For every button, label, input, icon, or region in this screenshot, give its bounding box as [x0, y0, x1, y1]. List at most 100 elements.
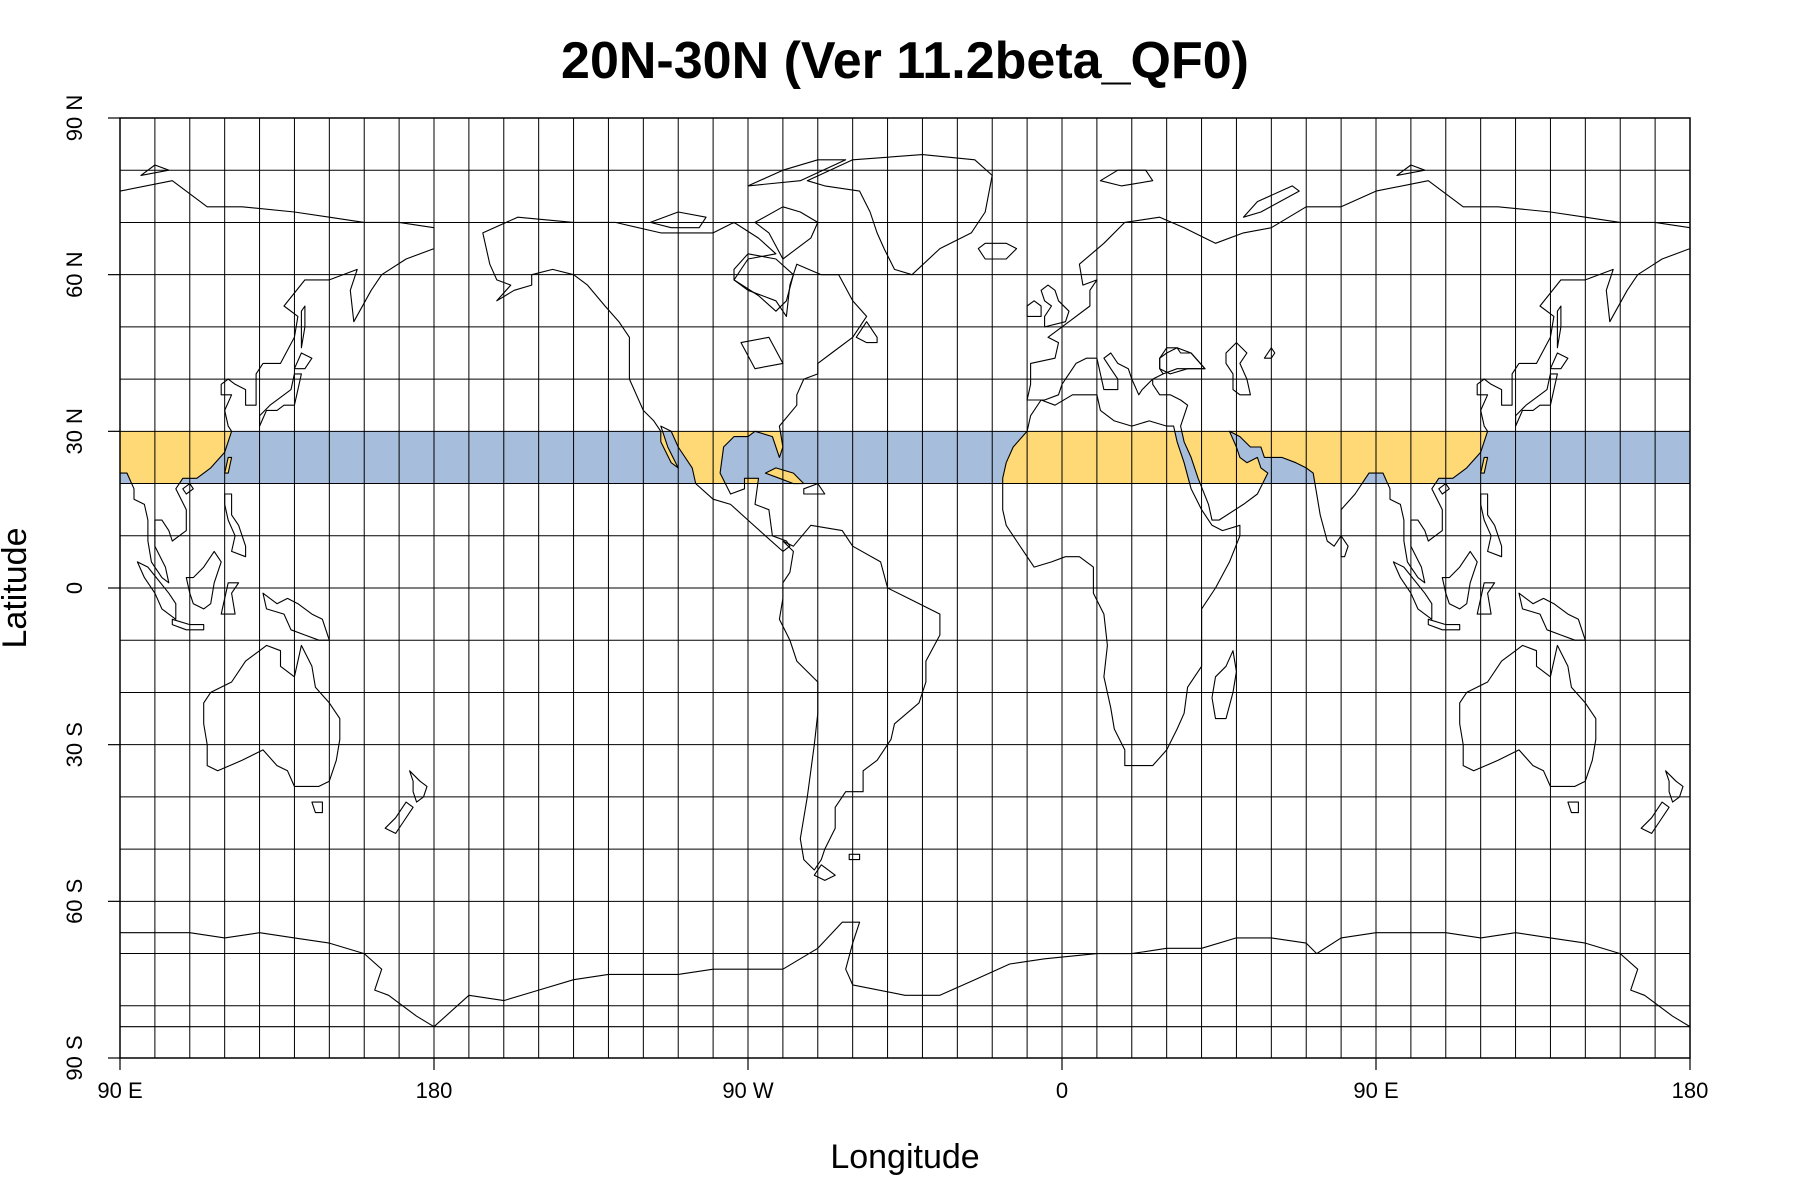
coastline-iceland	[977, 242, 1018, 260]
coastline-newfoundland	[855, 321, 878, 344]
coastline-antarctica	[1689, 1025, 1690, 1028]
coastline-caspian-sea	[1225, 342, 1251, 396]
coastline-north-america	[482, 216, 868, 552]
coastline-new-guinea	[1518, 592, 1586, 641]
coastline-tierra-del-fuego	[813, 864, 836, 881]
coastline-tasmania	[1567, 801, 1579, 814]
coastline-sumatra	[136, 561, 177, 620]
coastline-japan	[1515, 373, 1558, 427]
band-fill-baffin	[755, 207, 818, 259]
coastline-hudson-bay	[733, 253, 794, 312]
band-fill-antarctica	[1690, 922, 1800, 1026]
band-fill-hokkaido	[1550, 353, 1568, 369]
y-tick-label: 90 S	[62, 1035, 87, 1080]
coastline-tasmania	[311, 801, 323, 814]
band-fill-ireland	[1027, 301, 1041, 317]
coastline-hokkaido	[293, 352, 313, 370]
coastline-new-zealand-north	[409, 770, 428, 803]
band-fill-philippines	[1481, 494, 1502, 557]
coastline-new-guinea	[262, 592, 330, 641]
band-fill-svalbard	[1100, 170, 1152, 186]
band-fill-eurasia	[1181, 431, 1488, 483]
coastline-black-sea	[1159, 347, 1206, 375]
coastline-borneo	[185, 550, 222, 610]
band-fill-sri-lanka	[1341, 536, 1348, 557]
latitude-band	[0, 155, 1800, 1026]
x-tick-label: 180	[1672, 1078, 1709, 1103]
coastline-eurasia	[120, 180, 435, 584]
coastline-australia	[203, 644, 341, 787]
coastline-hokkaido	[1549, 352, 1569, 370]
coastline-baffin	[754, 206, 819, 260]
band-fill-new-zealand-north	[1666, 771, 1683, 802]
coastline-hainan	[182, 483, 194, 495]
coastline-north-america	[1739, 217, 1800, 551]
coastline-aral-sea	[8, 348, 18, 358]
y-tick-label: 0	[62, 582, 87, 594]
y-tick-label: 30 S	[62, 722, 87, 767]
band-fill-borneo	[1442, 551, 1477, 609]
x-tick-label: 0	[1056, 1078, 1068, 1103]
band-fill-sri-lanka	[85, 536, 92, 557]
coastline-sri-lanka	[1340, 535, 1349, 558]
coastline-great-lakes	[740, 336, 784, 370]
coastline-taiwan	[224, 456, 233, 474]
x-tick-label: 90 E	[97, 1078, 142, 1103]
band-fill-antarctica	[0, 922, 434, 1026]
band-fill-cuba	[765, 467, 804, 483]
coastline-victoria-island	[649, 211, 707, 229]
coastline-sakhalin	[300, 305, 306, 349]
coastline-java	[1427, 618, 1461, 631]
band-fill-australia	[204, 645, 340, 786]
coastline-africa	[1002, 394, 1241, 767]
x-axis-title: Longitude	[830, 1138, 979, 1176]
coastline-new-zealand-south	[384, 801, 414, 834]
band-fill-australia	[1460, 645, 1596, 786]
coastline-madagascar	[1211, 650, 1237, 720]
coastline-sumatra	[1392, 561, 1433, 620]
coastline-hainan	[1438, 483, 1450, 495]
coastline-antarctica	[433, 921, 1690, 1028]
band-fill-north-america	[660, 431, 783, 483]
band-fill-hokkaido	[294, 353, 312, 369]
coastline-sulawesi	[220, 582, 240, 615]
coastline-cuba	[764, 467, 805, 485]
band-fill-falklands	[849, 854, 859, 859]
coastline-aral-sea	[1263, 347, 1276, 359]
coastline-new-zealand-north	[1665, 770, 1684, 803]
y-tick-label: 90 N	[62, 95, 87, 141]
band-fill-madagascar	[1212, 651, 1236, 719]
coastline-antarctica	[120, 932, 435, 1028]
band-fill-eurasia	[120, 431, 232, 483]
coastline-falklands	[848, 853, 861, 861]
coastline-borneo	[1441, 550, 1478, 610]
coastline-ireland	[1026, 300, 1042, 317]
y-axis-title: Latitude	[0, 528, 34, 649]
coastline-svalbard	[1099, 169, 1154, 187]
coastline-hispaniola	[803, 483, 826, 495]
coastline-sri-lanka	[85, 536, 92, 557]
y-tick-label: 60 N	[62, 251, 87, 297]
coastline-great-britain	[1040, 284, 1070, 328]
band-fill-aral-sea	[8, 348, 18, 358]
coastline-australia	[1459, 644, 1597, 787]
coastline-novaya-zemlya	[0, 186, 43, 217]
band-fill-philippines	[225, 494, 246, 557]
coastline-new-zealand-south	[1640, 801, 1670, 834]
y-axis-ticks: 90 N 60 N 30 N 0 30 S 60 S 90 S	[62, 95, 120, 1081]
coastline-ellesmere	[747, 159, 847, 187]
x-axis-ticks: 90 E 180 90 W 0 90 E 180	[97, 1058, 1708, 1103]
band-fill-africa	[1002, 431, 1190, 483]
coastlines	[0, 154, 1800, 1028]
coastline-novaya-zemlya	[1242, 185, 1300, 218]
y-tick-label: 60 S	[62, 879, 87, 924]
coastline-eurasia	[1026, 180, 1690, 584]
coastline-severnaya-zemlya	[1396, 164, 1426, 176]
band-fill-novaya-zemlya	[0, 186, 43, 217]
coastline-java	[171, 618, 205, 631]
band-fill-greenland	[807, 155, 992, 275]
graticule	[120, 118, 1690, 1058]
coastline-taiwan	[1480, 456, 1489, 474]
band-fill-great-lakes	[741, 337, 783, 368]
